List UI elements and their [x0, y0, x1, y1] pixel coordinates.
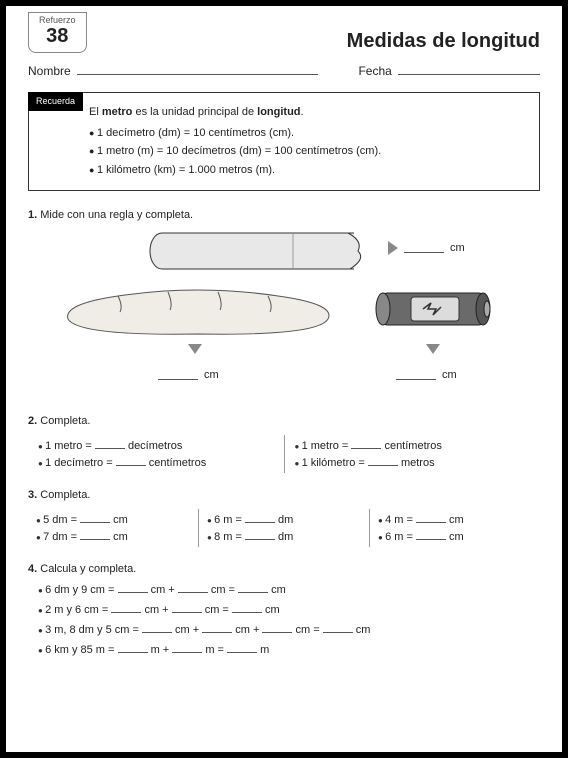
- blank-input[interactable]: [116, 456, 146, 466]
- name-date-fields: Nombre Fecha: [28, 63, 540, 78]
- q3-item: 6 m = cm: [378, 530, 532, 543]
- battery-icon: [373, 287, 493, 331]
- blank-input[interactable]: [172, 643, 202, 653]
- q4-heading: 4. Calcula y completa.: [28, 563, 540, 575]
- arrow-right-icon: [388, 241, 398, 255]
- q3-col-2: 6 m = dm 8 m = dm: [198, 509, 369, 547]
- blank-input[interactable]: [158, 370, 198, 380]
- badge-label: Refuerzo: [39, 15, 76, 25]
- remember-item: 1 decímetro (dm) = 10 centímetros (cm).: [89, 124, 523, 143]
- arrow-down-icon: [188, 344, 202, 354]
- q3-col-3: 4 m = cm 6 m = cm: [369, 509, 540, 547]
- blank-input[interactable]: [416, 530, 446, 540]
- question-4: 4. Calcula y completa. 6 dm y 9 cm = cm …: [28, 563, 540, 656]
- tube-answer: cm: [388, 241, 465, 255]
- question-2: 2. Completa. 1 metro = decímetros 1 decí…: [28, 415, 540, 473]
- blank-input[interactable]: [178, 583, 208, 593]
- question-3: 3. Completa. 5 dm = cm 7 dm = cm 6 m = d…: [28, 489, 540, 547]
- q3-columns: 5 dm = cm 7 dm = cm 6 m = dm 8 m = dm 4 …: [28, 509, 540, 547]
- blank-input[interactable]: [351, 439, 381, 449]
- battery-answer: cm: [396, 369, 457, 381]
- q3-heading: 3. Completa.: [28, 489, 540, 501]
- q2-item: 1 kilómetro = metros: [295, 456, 531, 469]
- remember-box: Recuerda El metro es la unidad principal…: [28, 92, 540, 191]
- q1-illustration: cm cm: [28, 229, 540, 399]
- page-title: Medidas de longitud: [28, 30, 540, 53]
- q4-item: 6 km y 85 m = m + m = m: [38, 643, 540, 656]
- blank-input[interactable]: [416, 513, 446, 523]
- remember-item: 1 kilómetro (km) = 1.000 metros (m).: [89, 161, 523, 180]
- blank-input[interactable]: [202, 623, 232, 633]
- q3-item: 6 m = dm: [207, 513, 361, 526]
- nombre-input-line[interactable]: [77, 63, 319, 75]
- blank-input[interactable]: [111, 603, 141, 613]
- remember-item: 1 metro (m) = 10 decímetros (dm) = 100 c…: [89, 142, 523, 161]
- blank-input[interactable]: [118, 643, 148, 653]
- q2-col-right: 1 metro = centímetros 1 kilómetro = metr…: [284, 435, 541, 473]
- nombre-field: Nombre: [28, 63, 318, 78]
- q3-item: 4 m = cm: [378, 513, 532, 526]
- q4-item: 3 m, 8 dm y 5 cm = cm + cm + cm = cm: [38, 623, 540, 636]
- blank-input[interactable]: [404, 243, 444, 253]
- q4-list: 6 dm y 9 cm = cm + cm = cm 2 m y 6 cm = …: [28, 583, 540, 656]
- blank-input[interactable]: [80, 530, 110, 540]
- q4-item: 2 m y 6 cm = cm + cm = cm: [38, 603, 540, 616]
- q2-col-left: 1 metro = decímetros 1 decímetro = centí…: [28, 435, 284, 473]
- worksheet-page: Refuerzo 38 Medidas de longitud Nombre F…: [0, 0, 568, 758]
- q3-item: 7 dm = cm: [36, 530, 190, 543]
- arrow-down-icon: [426, 344, 440, 354]
- blank-input[interactable]: [118, 583, 148, 593]
- question-1: 1. Mide con una regla y completa. cm: [28, 209, 540, 399]
- blank-input[interactable]: [80, 513, 110, 523]
- bread-answer: cm: [158, 369, 219, 381]
- badge-number: 38: [39, 25, 76, 48]
- blank-input[interactable]: [368, 456, 398, 466]
- q3-item: 8 m = dm: [207, 530, 361, 543]
- blank-input[interactable]: [245, 513, 275, 523]
- blank-input[interactable]: [238, 583, 268, 593]
- q1-heading: 1. Mide con una regla y completa.: [28, 209, 540, 221]
- fecha-input-line[interactable]: [398, 63, 540, 75]
- blank-input[interactable]: [172, 603, 202, 613]
- refuerzo-badge: Refuerzo 38: [28, 12, 87, 53]
- blank-input[interactable]: [323, 623, 353, 633]
- q2-item: 1 decímetro = centímetros: [38, 456, 274, 469]
- blank-input[interactable]: [396, 370, 436, 380]
- q2-columns: 1 metro = decímetros 1 decímetro = centí…: [28, 435, 540, 473]
- remember-intro: El metro es la unidad principal de longi…: [89, 103, 523, 122]
- blank-input[interactable]: [245, 530, 275, 540]
- blank-input[interactable]: [95, 439, 125, 449]
- blank-input[interactable]: [142, 623, 172, 633]
- bread-icon: [58, 284, 338, 339]
- q2-item: 1 metro = decímetros: [38, 439, 274, 452]
- remember-tab: Recuerda: [28, 92, 83, 111]
- q2-item: 1 metro = centímetros: [295, 439, 531, 452]
- q3-col-1: 5 dm = cm 7 dm = cm: [28, 509, 198, 547]
- tube-icon: [148, 229, 368, 273]
- fecha-label: Fecha: [358, 64, 391, 78]
- q4-item: 6 dm y 9 cm = cm + cm = cm: [38, 583, 540, 596]
- blank-input[interactable]: [227, 643, 257, 653]
- blank-input[interactable]: [232, 603, 262, 613]
- blank-input[interactable]: [262, 623, 292, 633]
- q3-item: 5 dm = cm: [36, 513, 190, 526]
- remember-list: 1 decímetro (dm) = 10 centímetros (cm). …: [89, 124, 523, 180]
- nombre-label: Nombre: [28, 64, 71, 78]
- fecha-field: Fecha: [358, 63, 540, 78]
- q2-heading: 2. Completa.: [28, 415, 540, 427]
